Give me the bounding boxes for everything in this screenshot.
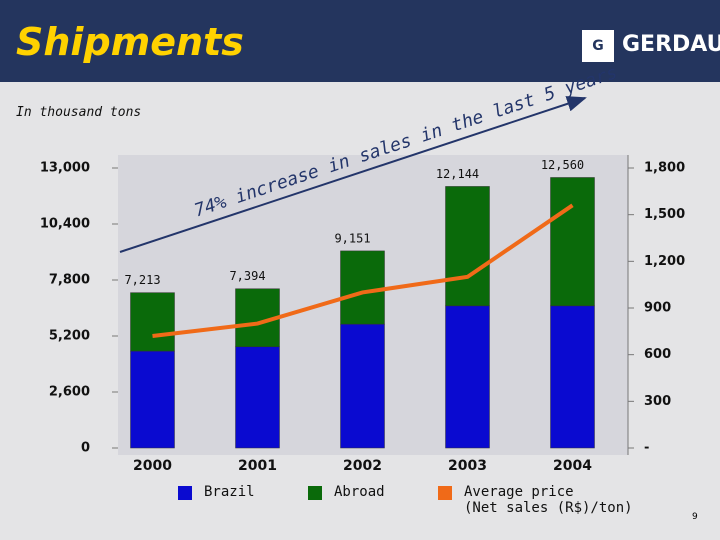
x-tick-label: 2000 <box>133 458 172 474</box>
bar-segment <box>130 292 175 352</box>
x-tick-label: 2003 <box>448 458 487 474</box>
logo-mark: G <box>582 30 614 62</box>
legend-swatch <box>178 486 192 500</box>
legend-label: Average price (Net sales (R$)/ton) <box>464 484 633 516</box>
price-line <box>152 203 574 338</box>
x-tick-label: 2001 <box>238 458 277 474</box>
page-number: 9 <box>692 512 698 522</box>
legend-swatch <box>438 486 452 500</box>
y2-tick-label: 1,500 <box>644 207 685 222</box>
y2-tick-label: 900 <box>644 301 671 316</box>
bar-segment <box>235 346 280 449</box>
y-tick-label: 2,600 <box>49 385 90 400</box>
slide-title: Shipments <box>16 20 244 64</box>
bar-segment <box>340 323 385 449</box>
y2-tick-label: 1,800 <box>644 161 685 176</box>
logo: G GERDAU <box>582 30 720 62</box>
y-tick-label: 5,200 <box>49 329 90 344</box>
annotation-arrow <box>119 96 587 253</box>
y2-tick-label: 1,200 <box>644 254 685 269</box>
y2-tick-label: 300 <box>644 394 671 409</box>
y-tick-label: 13,000 <box>40 161 90 176</box>
bar-segment <box>130 350 175 449</box>
bar-segment <box>550 177 595 307</box>
total-label: 7,394 <box>229 269 265 283</box>
y2-tick-label: 600 <box>644 347 671 362</box>
logo-text: GERDAU <box>622 32 720 57</box>
total-label: 12,560 <box>541 158 584 172</box>
total-label: 7,213 <box>124 273 160 287</box>
y-tick-label: 0 <box>81 441 90 456</box>
y-tick-label: 10,400 <box>40 217 90 232</box>
legend-swatch <box>308 486 322 500</box>
total-label: 9,151 <box>334 231 370 245</box>
y-tick-label: 7,800 <box>49 273 90 288</box>
subtitle: In thousand tons <box>16 105 142 120</box>
legend-label: Abroad <box>334 484 385 500</box>
bar-segment <box>445 305 490 449</box>
bar-segment <box>445 186 490 307</box>
bar-segment <box>550 305 595 449</box>
y2-tick-label: - <box>644 441 649 456</box>
x-tick-label: 2004 <box>553 458 592 474</box>
legend-label: Brazil <box>204 484 255 500</box>
total-label: 12,144 <box>436 167 479 181</box>
bar-segment <box>340 250 385 325</box>
x-tick-label: 2002 <box>343 458 382 474</box>
